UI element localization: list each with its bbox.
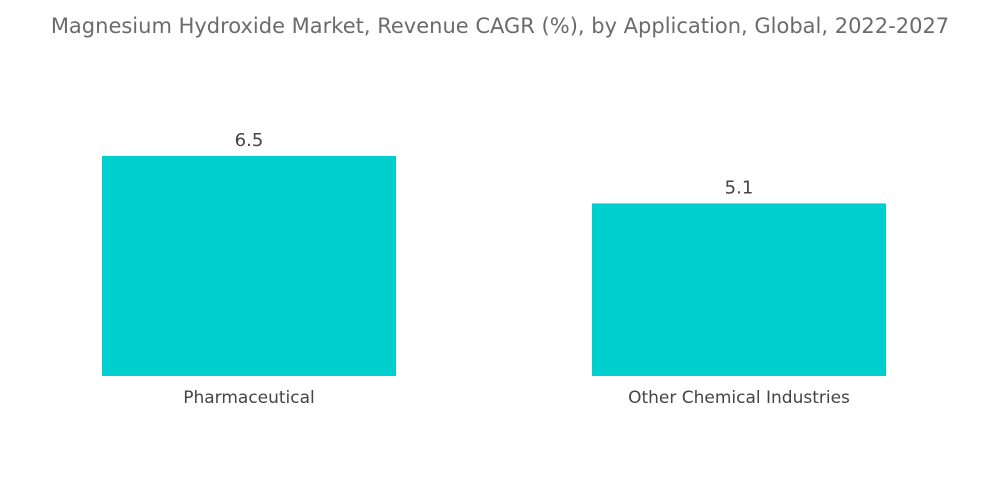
category-label: Other Chemical Industries bbox=[628, 388, 850, 408]
data-label: 6.5 bbox=[235, 130, 264, 151]
chart-title: Magnesium Hydroxide Market, Revenue CAGR… bbox=[50, 14, 950, 38]
category-label: Pharmaceutical bbox=[183, 388, 315, 408]
bar-other-chemical-industries bbox=[592, 203, 886, 376]
bar-pharmaceutical bbox=[102, 156, 396, 376]
data-label: 5.1 bbox=[725, 177, 754, 198]
